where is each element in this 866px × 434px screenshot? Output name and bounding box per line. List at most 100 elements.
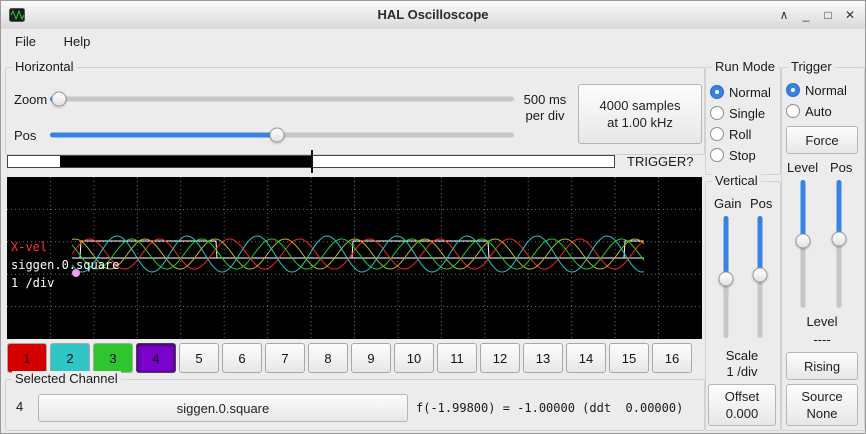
selected-channel-frame-label: Selected Channel — [12, 371, 121, 386]
scale-value: 1 /div — [726, 364, 758, 379]
runmode-single-label: Single — [729, 105, 766, 121]
radio-icon — [786, 104, 800, 118]
channel-button-6[interactable]: 6 — [222, 343, 262, 373]
pos-label: Pos — [14, 128, 37, 143]
window-controls: ∧ _ □ ✕ — [775, 1, 859, 29]
channel-button-1[interactable]: 1 — [7, 343, 47, 373]
menubar: File Help — [1, 29, 865, 57]
channel-name-label: siggen.0.square — [176, 400, 270, 416]
trigger-level-value: ---- — [813, 332, 831, 347]
channel-button-13[interactable]: 13 — [523, 343, 563, 373]
samples-button[interactable]: 4000 samples at 1.00 kHz — [578, 84, 702, 144]
scale-label: Scale — [725, 348, 759, 363]
samples-line2: at 1.00 kHz — [607, 115, 673, 130]
radio-icon — [786, 83, 800, 97]
close-icon[interactable]: ✕ — [844, 8, 856, 22]
vert-pos-col-label: Pos — [750, 196, 773, 211]
channel-button-2[interactable]: 2 — [50, 343, 90, 373]
trigger-level-slider[interactable] — [794, 180, 812, 308]
menu-help[interactable]: Help — [63, 34, 91, 49]
titlebar: HAL Oscilloscope ∧ _ □ ✕ — [1, 1, 865, 30]
pos-slider-handle[interactable] — [269, 127, 285, 143]
pos-slider[interactable] — [50, 126, 514, 144]
runmode-stop-radio[interactable]: Stop — [710, 147, 756, 163]
app-icon — [9, 8, 25, 22]
rate-line1: 500 ms — [523, 92, 567, 107]
runmode-single-radio[interactable]: Single — [710, 105, 765, 121]
svg-text:siggen.0.square: siggen.0.square — [11, 258, 119, 272]
channel-button-8[interactable]: 8 — [308, 343, 348, 373]
gain-slider-handle[interactable] — [718, 271, 734, 287]
channel-button-16[interactable]: 16 — [652, 343, 692, 373]
trigger-auto-radio[interactable]: Auto — [786, 103, 832, 119]
radio-icon — [710, 85, 724, 99]
channel-button-12[interactable]: 12 — [480, 343, 520, 373]
vert-pos-slider[interactable] — [751, 216, 769, 338]
minimize-icon[interactable]: _ — [802, 8, 810, 22]
trigger-question-label: TRIGGER? — [627, 154, 694, 169]
horizontal-frame: Horizontal Zoom 500 ms per div 4000 samp… — [5, 59, 705, 155]
channel-button-14[interactable]: 14 — [566, 343, 606, 373]
run-mode-frame-label: Run Mode — [712, 59, 778, 74]
rate-line2: per div — [525, 108, 565, 123]
edge-button-label: Rising — [803, 358, 841, 374]
selected-channel-frame: Selected Channel 4 siggen.0.square f(-1.… — [5, 371, 705, 431]
selected-channel-number: 4 — [16, 399, 24, 414]
trigger-normal-label: Normal — [805, 82, 847, 98]
zoom-label: Zoom — [14, 92, 48, 107]
channel-readout: f(-1.99800) = -1.00000 (ddt 0.00000) — [416, 401, 684, 415]
zoom-slider-handle[interactable] — [51, 91, 67, 107]
level-col-label: Level — [787, 160, 819, 175]
source-label: Source — [801, 389, 843, 404]
zoom-slider[interactable] — [50, 90, 514, 108]
force-button-label: Force — [805, 132, 839, 148]
channel-button-3[interactable]: 3 — [93, 343, 133, 373]
channel-button-4[interactable]: 4 — [136, 343, 176, 373]
shade-icon[interactable]: ∧ — [779, 8, 789, 22]
horizontal-frame-label: Horizontal — [12, 59, 77, 74]
vert-pos-slider-handle[interactable] — [752, 267, 768, 283]
runmode-roll-radio[interactable]: Roll — [710, 126, 751, 142]
svg-text:1 /div: 1 /div — [11, 276, 54, 290]
edge-button[interactable]: Rising — [786, 352, 858, 380]
trigger-pos-handle[interactable] — [831, 231, 847, 247]
force-button[interactable]: Force — [786, 126, 858, 154]
trigger-level-handle[interactable] — [795, 233, 811, 249]
gain-col-label: Gain — [714, 196, 742, 211]
channel-button-5[interactable]: 5 — [179, 343, 219, 373]
runmode-roll-label: Roll — [729, 126, 752, 142]
gain-slider[interactable] — [717, 216, 735, 338]
samples-line1: 4000 samples — [599, 98, 681, 113]
trigger-level-caption: Level — [806, 314, 838, 329]
channel-button-7[interactable]: 7 — [265, 343, 305, 373]
record-position-bar — [7, 150, 615, 173]
vertical-frame-label: Vertical — [712, 173, 761, 188]
channel-button-15[interactable]: 15 — [609, 343, 649, 373]
channel-button-10[interactable]: 10 — [394, 343, 434, 373]
scope-canvas: X-vel siggen.0.square 1 /div — [7, 177, 702, 339]
channel-row: 1 2 3 4 5 6 7 8 9 10 11 12 13 14 15 16 — [7, 343, 703, 373]
runmode-normal-label: Normal — [729, 84, 771, 100]
scope-display: X-vel siggen.0.square 1 /div — [7, 177, 702, 339]
menu-file[interactable]: File — [15, 34, 36, 49]
channel-button-11[interactable]: 11 — [437, 343, 477, 373]
trigger-pos-slider[interactable] — [830, 180, 848, 308]
maximize-icon[interactable]: □ — [824, 8, 832, 22]
svg-text:X-vel: X-vel — [11, 240, 47, 254]
radio-icon — [710, 106, 724, 120]
offset-value: 0.000 — [725, 406, 759, 421]
source-value: None — [806, 406, 838, 421]
channel-name-button[interactable]: siggen.0.square — [38, 394, 408, 422]
source-button[interactable]: Source None — [786, 384, 858, 426]
offset-button[interactable]: Offset 0.000 — [708, 384, 776, 426]
vertical-frame: Vertical Gain Pos Scale 1 /div Offset 0.… — [705, 173, 781, 431]
trigger-normal-radio[interactable]: Normal — [786, 82, 847, 98]
channel-button-9[interactable]: 9 — [351, 343, 391, 373]
offset-label: Offset — [724, 389, 760, 404]
zoom-slider-trough — [50, 96, 514, 102]
rate-display: 500 ms per div — [512, 92, 578, 124]
runmode-normal-radio[interactable]: Normal — [710, 84, 771, 100]
trig-pos-col-label: Pos — [830, 160, 853, 175]
radio-icon — [710, 148, 724, 162]
